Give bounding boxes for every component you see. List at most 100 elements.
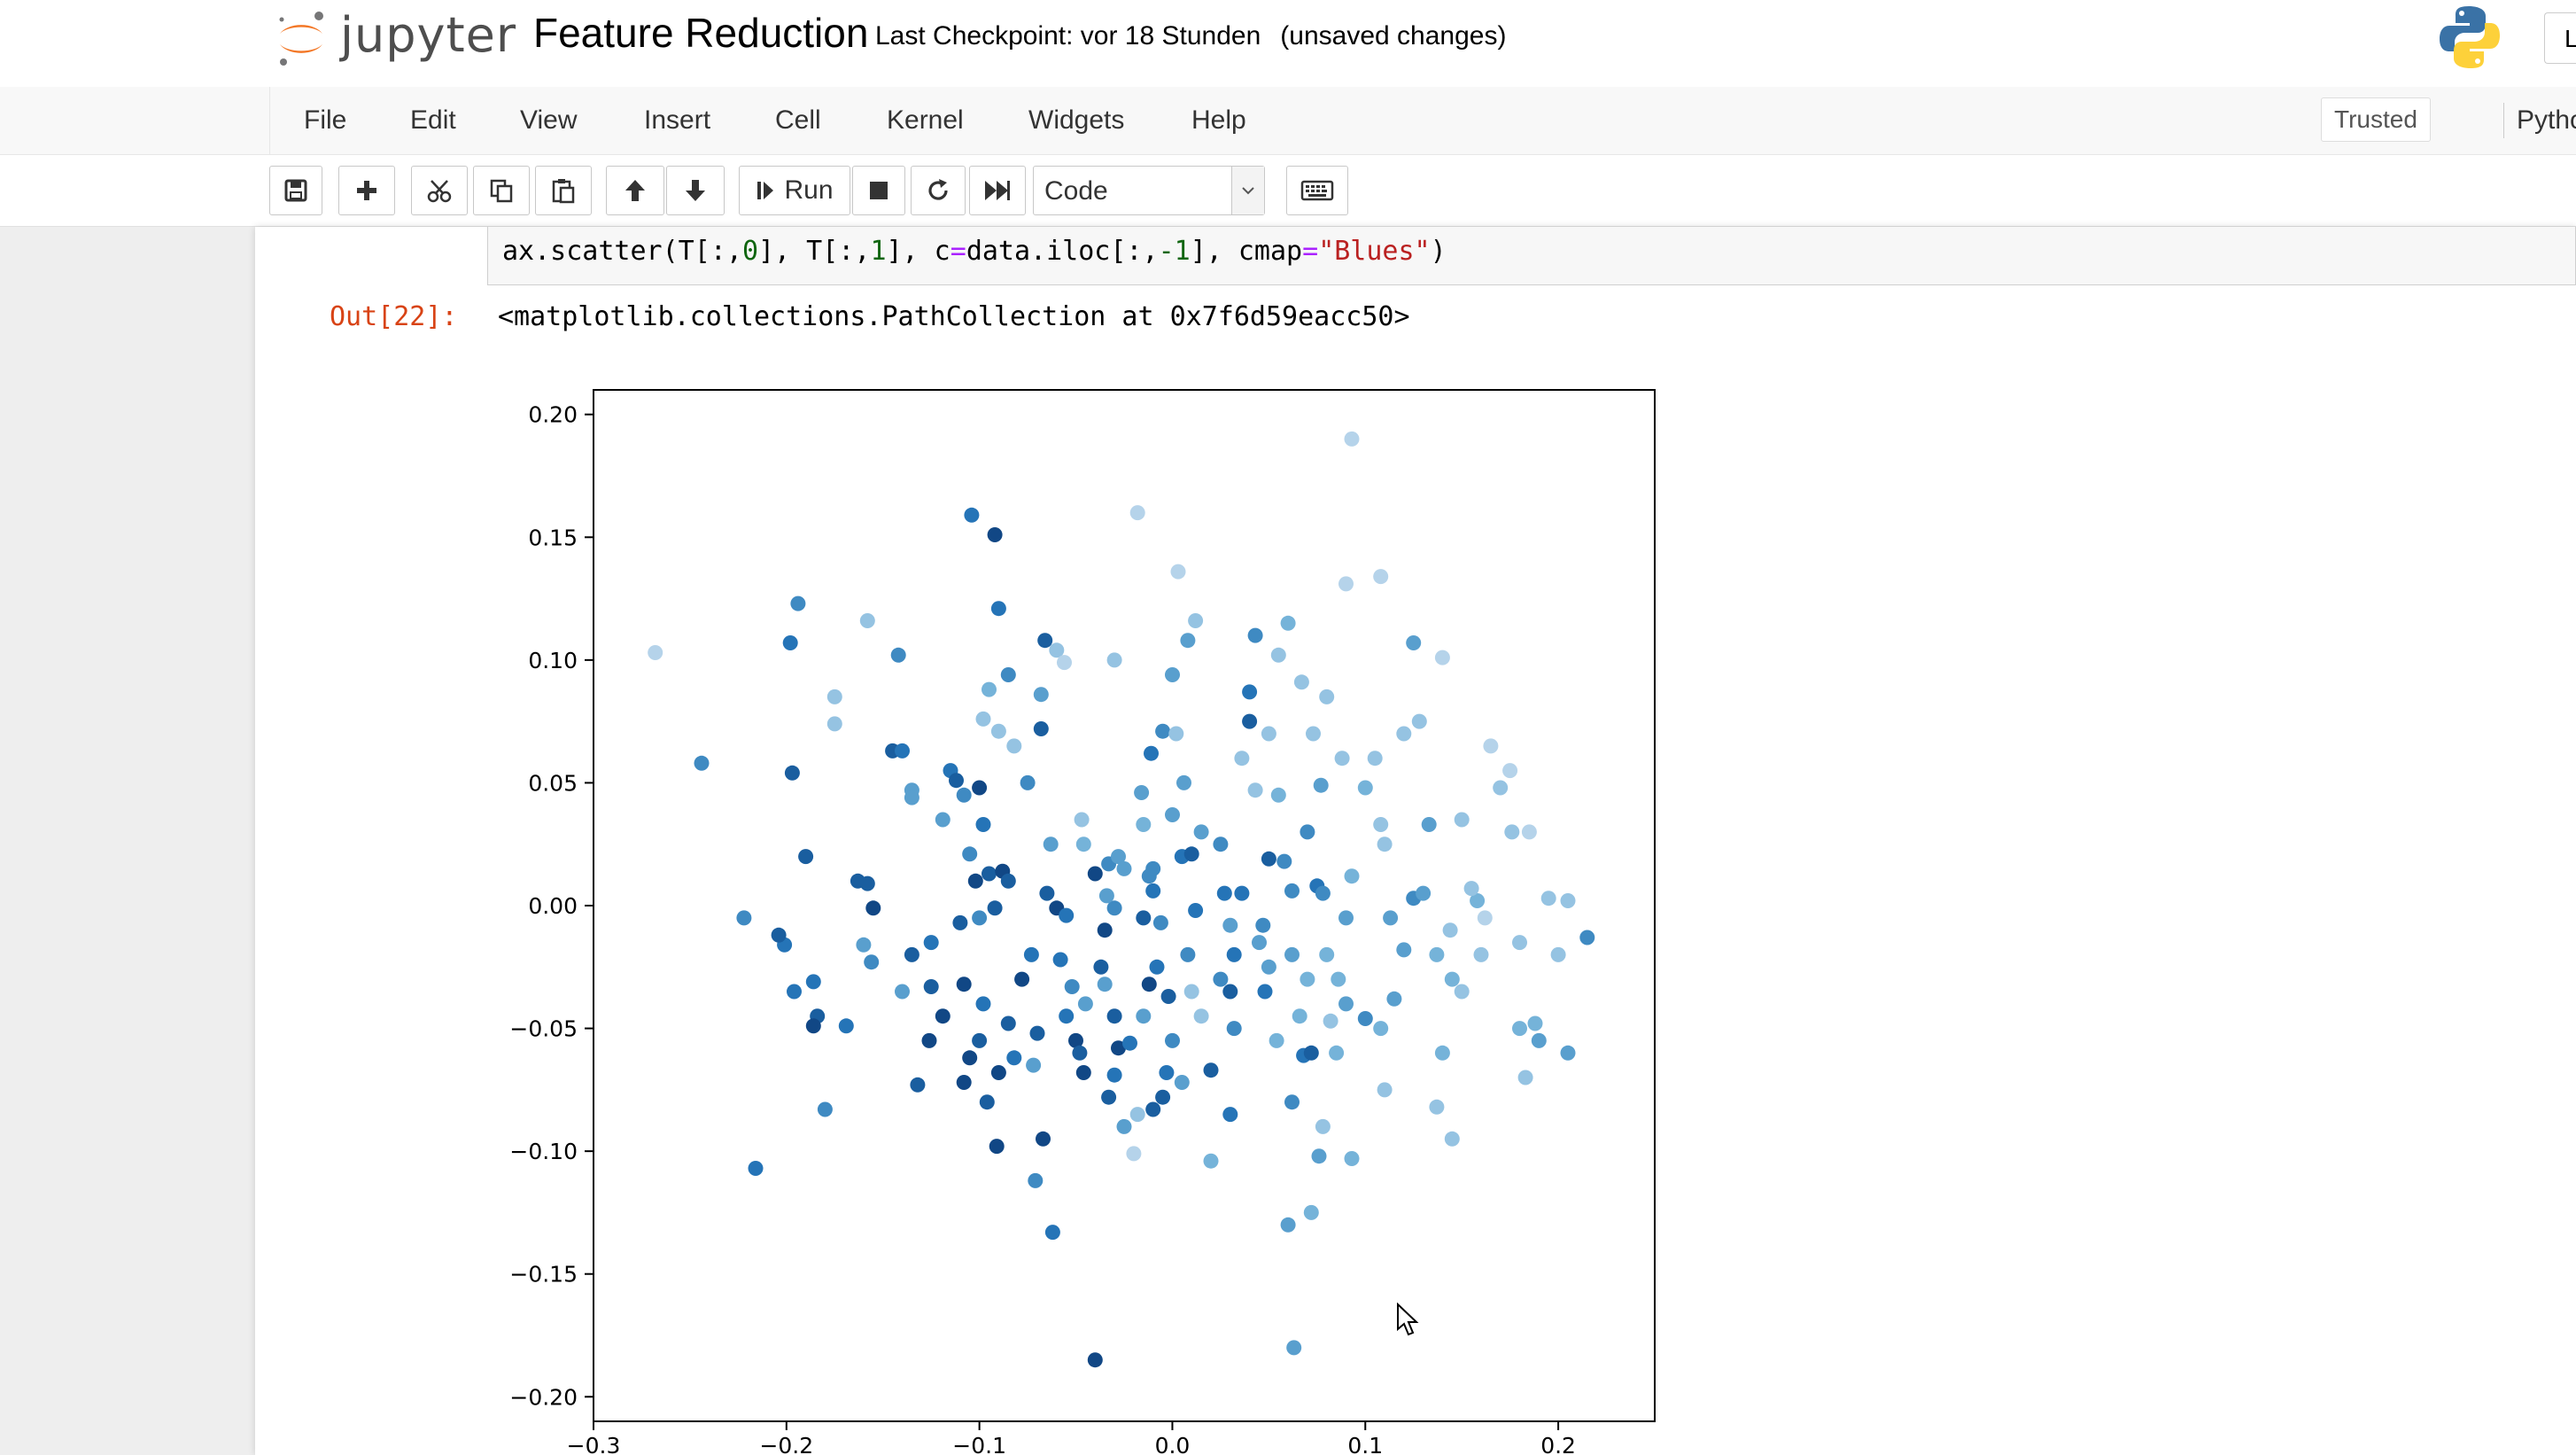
scatter-point [1044, 1225, 1060, 1241]
restart-run-all-button[interactable] [969, 166, 1026, 215]
menu-kernel[interactable]: Kernel [887, 105, 964, 135]
scatter-point [1106, 1008, 1122, 1024]
interrupt-button[interactable] [852, 166, 905, 215]
scatter-point [987, 900, 1003, 916]
y-tick-label: 0.20 [528, 402, 578, 428]
move-up-button[interactable] [606, 166, 664, 215]
scatter-point [1068, 1032, 1083, 1048]
scatter-point [1136, 910, 1152, 926]
scatter-point [1183, 984, 1199, 1000]
output-text[interactable]: <matplotlib.collections.PathCollection a… [498, 301, 1410, 332]
save-button[interactable] [269, 166, 322, 215]
scatter-point [1203, 1153, 1219, 1169]
save-icon [284, 179, 307, 202]
scatter-point [1454, 984, 1470, 1000]
scatter-point [1377, 836, 1393, 852]
scatter-point [1057, 655, 1072, 671]
cell-type-select[interactable]: Code [1033, 166, 1265, 215]
trusted-badge[interactable]: Trusted [2321, 97, 2431, 142]
scatter-point [1222, 917, 1238, 933]
scatter-point [805, 1018, 821, 1034]
scatter-point [990, 601, 1006, 617]
scatter-point [1357, 1011, 1373, 1026]
scatter-point [1257, 984, 1273, 1000]
scatter-point [1037, 633, 1053, 649]
scatter-point [1059, 1008, 1075, 1024]
scatter-point [1560, 893, 1576, 908]
paste-button[interactable] [535, 166, 592, 215]
y-axis-ticks: 0.20 0.15 0.10 0.05 0.00 −0.05 −0.10 −0.15 −0.20 [509, 402, 594, 1410]
copy-button[interactable] [473, 166, 530, 215]
menu-view[interactable]: View [520, 105, 578, 135]
y-tick-label: −0.15 [509, 1262, 578, 1288]
menu-cell[interactable]: Cell [775, 105, 821, 135]
scatter-point [1270, 787, 1286, 803]
cell-type-value: Code [1044, 176, 1108, 206]
scatter-point [1000, 1015, 1016, 1031]
code-token-number: 1 [870, 236, 887, 267]
scatter-point [1116, 1118, 1132, 1134]
scatter-point [1165, 1032, 1180, 1048]
scatter-point [1033, 721, 1049, 736]
logout-button[interactable]: L [2544, 12, 2576, 64]
scatter-point [1033, 687, 1049, 703]
menu-widgets[interactable]: Widgets [1028, 105, 1125, 135]
scatter-point [1319, 689, 1335, 704]
insert-cell-button[interactable] [338, 166, 395, 215]
code-token-operator: = [1302, 236, 1319, 267]
scatter-point [923, 979, 939, 994]
scatter-plot[interactable]: −0.3 −0.2 −0.1 0.0 0.1 0.2 0.200.150.100.050.… [461, 372, 1949, 1455]
y-tick-label: 0.05 [528, 770, 578, 796]
scatter-point [1180, 633, 1196, 649]
scatter-point [1052, 952, 1068, 968]
scatter-point [964, 507, 980, 523]
scatter-point [1049, 642, 1065, 658]
scatter-point [921, 1032, 937, 1048]
restart-button[interactable] [911, 166, 966, 215]
scatter-point [1064, 979, 1080, 994]
run-button[interactable]: Run [739, 166, 850, 215]
checkpoint-status: Last Checkpoint: vor 18 Stunden (unsaved … [875, 21, 1506, 51]
save-status: (unsaved changes) [1280, 21, 1507, 51]
menu-edit[interactable]: Edit [410, 105, 456, 135]
scatter-point [1406, 635, 1422, 650]
scatter-point [1134, 785, 1150, 800]
command-palette-button[interactable] [1286, 166, 1348, 215]
scatter-point [1168, 726, 1184, 742]
code-token-number: -1 [1158, 236, 1191, 267]
scatter-point [1126, 1146, 1142, 1162]
scatter-point [952, 914, 968, 930]
scatter-point [982, 681, 997, 697]
scatter-point [826, 689, 842, 704]
scatter-point [1373, 817, 1389, 832]
scatter-point [1315, 1118, 1331, 1134]
scatter-point [1454, 812, 1470, 828]
scatter-point [1442, 922, 1458, 938]
kernel-name[interactable]: Pytho [2503, 103, 2576, 138]
scatter-point [1261, 726, 1276, 742]
scatter-point [1329, 1045, 1345, 1061]
cut-button[interactable] [411, 166, 468, 215]
y-tick-label: 0.15 [528, 525, 578, 550]
code-cell-input[interactable]: ax.scatter(T[:,0], T[:,1], c=data.iloc[:… [487, 227, 2576, 285]
scatter-point [975, 711, 991, 727]
scatter-point [1152, 914, 1168, 930]
cell-type-dropdown-toggle[interactable] [1231, 167, 1264, 214]
scatter-point [1429, 946, 1445, 962]
menu-help[interactable]: Help [1191, 105, 1246, 135]
menu-insert[interactable]: Insert [644, 105, 711, 135]
scatter-point [1434, 1045, 1450, 1061]
scatter-point [1293, 674, 1309, 690]
scatter-point [1306, 726, 1321, 742]
scatter-point [1059, 907, 1075, 923]
x-tick-label: −0.3 [567, 1433, 621, 1455]
y-tick-label: 0.00 [528, 893, 578, 919]
scatter-point [1540, 891, 1556, 906]
scatter-point [1160, 989, 1176, 1004]
notebook-name[interactable]: Feature Reduction [533, 10, 869, 56]
move-down-button[interactable] [666, 166, 725, 215]
scatter-point [904, 946, 919, 962]
scatter-point [1165, 667, 1180, 682]
scatter-point [1036, 1131, 1051, 1147]
menu-file[interactable]: File [304, 105, 347, 135]
